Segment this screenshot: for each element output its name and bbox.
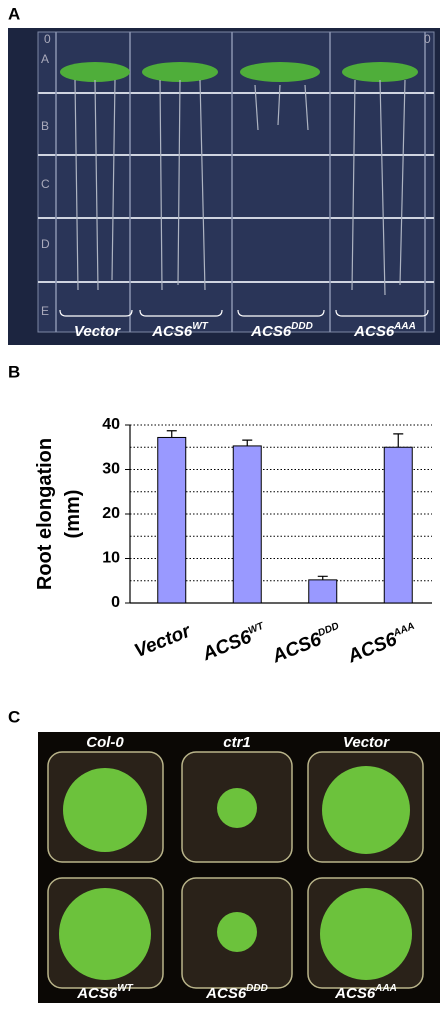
label-superscript: DDD xyxy=(316,620,340,638)
bar xyxy=(383,446,413,604)
error-bar xyxy=(242,439,253,446)
label: ACS6WT xyxy=(151,321,208,340)
scale-mark: 0 xyxy=(44,32,51,46)
label: ACS6AAA xyxy=(334,983,397,1002)
label-text: ACS6 xyxy=(76,985,118,1002)
y-tick-label: 20 xyxy=(102,505,120,522)
error-bar xyxy=(393,433,404,448)
label-text: ACS6 xyxy=(344,629,400,668)
label-superscript: WT xyxy=(247,620,266,636)
label-text: Col-0 xyxy=(86,734,124,751)
row-label: C xyxy=(41,177,50,191)
bar xyxy=(157,436,187,604)
row-label: D xyxy=(41,237,50,251)
label-superscript: AAA xyxy=(391,620,416,639)
y-axis-label: Root elongation (mm) xyxy=(34,438,84,590)
row-label: B xyxy=(41,119,49,133)
panel-label: A xyxy=(8,4,20,23)
label: ACS6AAA xyxy=(344,620,420,667)
photo-a xyxy=(8,28,440,345)
scale-mark: 0 xyxy=(424,32,431,46)
error-bar-line xyxy=(317,575,328,580)
bar xyxy=(308,579,338,604)
label: ACS6WT xyxy=(76,983,133,1002)
panel-label: C xyxy=(8,707,20,726)
y-axis-label-line: (mm) xyxy=(62,490,84,539)
label-text: Vector xyxy=(74,323,121,340)
label: ACS6DDD xyxy=(268,620,344,667)
label-superscript: AAA xyxy=(374,983,397,994)
label-text: Vector xyxy=(343,734,390,751)
label-text: ACS6 xyxy=(250,323,292,340)
label: ACS6DDD xyxy=(250,321,313,340)
y-tick-label: 0 xyxy=(111,594,120,611)
y-tick-label: 30 xyxy=(102,461,120,478)
label-text: Vector xyxy=(131,620,195,662)
row-label: E xyxy=(41,304,49,318)
label-text: ACS6 xyxy=(353,323,395,340)
panel-label: B xyxy=(8,362,20,381)
photo-c xyxy=(38,732,440,1003)
label-superscript: AAA xyxy=(393,321,416,332)
label: ACS6WT xyxy=(199,620,270,665)
label-superscript: DDD xyxy=(246,983,268,994)
label: ctr1 xyxy=(223,734,251,751)
bar xyxy=(232,445,262,604)
error-bar xyxy=(317,575,328,580)
label-text: ACS6 xyxy=(205,985,247,1002)
label-superscript: DDD xyxy=(291,321,313,332)
error-bar-line xyxy=(242,439,253,446)
label-text: ACS6 xyxy=(199,626,255,665)
y-tick-label: 40 xyxy=(102,416,120,433)
error-bar xyxy=(166,430,177,438)
label: Col-0 xyxy=(86,734,124,751)
label: ACS6AAA xyxy=(353,321,416,340)
label-text: ACS6 xyxy=(269,629,325,668)
label-text: ACS6 xyxy=(151,323,193,340)
y-axis-label-line: Root elongation xyxy=(34,438,56,590)
label-superscript: WT xyxy=(192,321,208,332)
label: Vector xyxy=(131,620,195,662)
error-bar-line xyxy=(393,433,404,448)
error-bar-line xyxy=(166,430,177,438)
label-text: ACS6 xyxy=(334,985,376,1002)
label: Vector xyxy=(343,734,390,751)
y-tick-label: 10 xyxy=(102,550,120,567)
label: ACS6DDD xyxy=(205,983,268,1002)
label-superscript: WT xyxy=(117,983,133,994)
label-text: ctr1 xyxy=(223,734,251,751)
row-label: A xyxy=(41,52,49,66)
label: Vector xyxy=(74,323,121,340)
